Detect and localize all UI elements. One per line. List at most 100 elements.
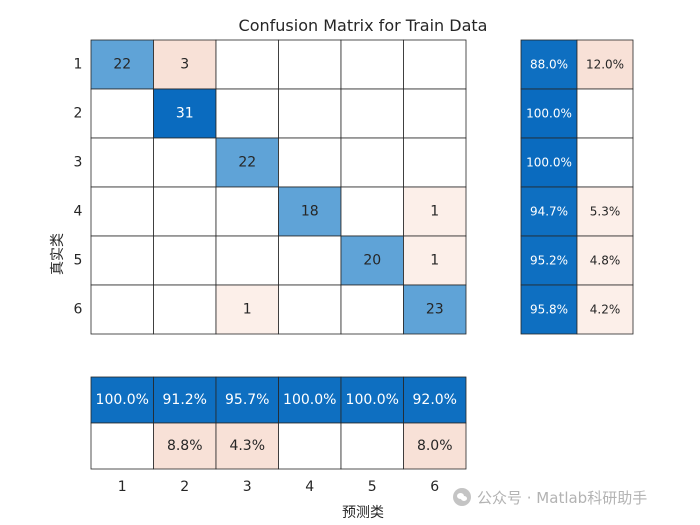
row-summary-correct-value: 95.2% (530, 254, 568, 268)
y-axis-label: 真实类 (50, 233, 66, 275)
row-summary-incorrect-cell (576, 137, 634, 188)
column-summary-correct-value: 91.2% (163, 392, 207, 408)
watermark-text: 公众号 · Matlab科研助手 (477, 488, 648, 507)
matrix-cell-value: 20 (363, 253, 381, 269)
row-summary-correct-cell (520, 137, 578, 188)
matrix-cell-value: 22 (113, 57, 131, 73)
matrix-cell (215, 186, 279, 237)
column-summary-incorrect-cell (90, 422, 154, 470)
matrix-cell (153, 39, 217, 90)
matrix-cell (215, 284, 279, 335)
row-summary-incorrect-cell (576, 88, 634, 139)
matrix-cell (90, 235, 154, 286)
column-summary-correct-cell (90, 376, 154, 424)
x-tick-label: 2 (180, 479, 189, 495)
column-summary-incorrect-cell (153, 422, 217, 470)
column-summary-correct-cell (340, 376, 404, 424)
matrix-cell (403, 39, 467, 90)
matrix-cells: 22 3 31 22 18 1 20 1 1 23 (90, 39, 467, 335)
row-summary-correct-value: 95.8% (530, 303, 568, 317)
row-summary-correct-value: 94.7% (530, 205, 568, 219)
matrix-cell (340, 88, 404, 139)
matrix-cell (153, 284, 217, 335)
matrix-cell (90, 88, 154, 139)
column-summary-incorrect-value: 8.8% (167, 438, 203, 454)
matrix-cell (403, 137, 467, 188)
matrix-cell-value: 23 (426, 302, 444, 318)
matrix-cell (90, 284, 154, 335)
row-summary-cells: 88.0% 12.0% 100.0% 100.0% 94.7% 5.3% 95.2% 4.8%… (520, 39, 634, 335)
matrix-cell (90, 186, 154, 237)
matrix-cell (90, 137, 154, 188)
matrix-cell-value: 31 (176, 106, 194, 122)
column-summary-cells: 100.0% 91.2% 95.7% 100.0% 100.0% 92.0% 8.8% 4.3… (90, 376, 467, 470)
y-tick-label: 4 (74, 204, 83, 220)
column-summary-incorrect-cell (278, 422, 342, 470)
row-summary-correct-value: 100.0% (526, 156, 572, 170)
column-summary-correct-cell (153, 376, 217, 424)
matrix-cell (278, 39, 342, 90)
y-tick-label: 2 (74, 106, 83, 122)
matrix-cell (215, 235, 279, 286)
row-summary-incorrect-cell (576, 186, 634, 237)
matrix-cell (340, 186, 404, 237)
column-summary-incorrect-value: 4.3% (229, 438, 265, 454)
row-summary-incorrect-value: 5.3% (590, 205, 621, 219)
matrix-cell (403, 88, 467, 139)
row-summary-incorrect-cell (576, 39, 634, 90)
x-tick-label: 5 (368, 479, 377, 495)
y-tick-label: 1 (74, 57, 83, 73)
row-summary-incorrect-value: 4.2% (590, 303, 621, 317)
row-summary-incorrect-value: 4.8% (590, 254, 621, 268)
wechat-icon (453, 488, 471, 506)
matrix-cell (153, 137, 217, 188)
x-tick-label: 1 (118, 479, 127, 495)
matrix-cell (278, 235, 342, 286)
column-summary-correct-value: 100.0% (346, 392, 399, 408)
matrix-cell (215, 137, 279, 188)
matrix-cell (153, 88, 217, 139)
column-summary-incorrect-cell (403, 422, 467, 470)
column-summary-correct-cell (403, 376, 467, 424)
column-summary-correct-value: 95.7% (225, 392, 269, 408)
x-tick-label: 6 (430, 479, 439, 495)
matrix-cell (278, 284, 342, 335)
matrix-cell (403, 235, 467, 286)
row-summary-correct-cell (520, 284, 578, 335)
matrix-cell (153, 235, 217, 286)
row-summary-incorrect-cell (576, 235, 634, 286)
matrix-cell (153, 186, 217, 237)
matrix-cell (403, 186, 467, 237)
x-tick-label: 4 (305, 479, 314, 495)
column-summary-correct-value: 92.0% (413, 392, 457, 408)
x-axis-label: 预测类 (342, 505, 384, 521)
matrix-cell-value: 18 (301, 204, 319, 220)
y-tick-label: 3 (74, 155, 83, 171)
row-summary-incorrect-cell (576, 284, 634, 335)
matrix-cell (90, 39, 154, 90)
matrix-cell (340, 284, 404, 335)
row-summary-correct-cell (520, 235, 578, 286)
row-summary-incorrect-value: 12.0% (586, 58, 624, 72)
matrix-cell (215, 88, 279, 139)
x-tick-label: 3 (243, 479, 252, 495)
row-summary-correct-value: 100.0% (526, 107, 572, 121)
matrix-cell (215, 39, 279, 90)
column-summary-incorrect-cell (340, 422, 404, 470)
matrix-cell (340, 137, 404, 188)
matrix-cell-value: 1 (430, 204, 439, 220)
row-summary-correct-value: 88.0% (530, 58, 568, 72)
column-summary-correct-value: 100.0% (96, 392, 149, 408)
column-summary-correct-cell (215, 376, 279, 424)
column-summary-incorrect-cell (215, 422, 279, 470)
column-summary-incorrect-value: 8.0% (417, 438, 453, 454)
y-tick-label: 5 (74, 253, 83, 269)
y-tick-label: 6 (74, 302, 83, 318)
matrix-cell-value: 1 (243, 302, 252, 318)
matrix-cell-value: 3 (180, 57, 189, 73)
watermark: 公众号 · Matlab科研助手 (453, 484, 647, 510)
matrix-cell (278, 88, 342, 139)
matrix-cell-value: 1 (430, 253, 439, 269)
